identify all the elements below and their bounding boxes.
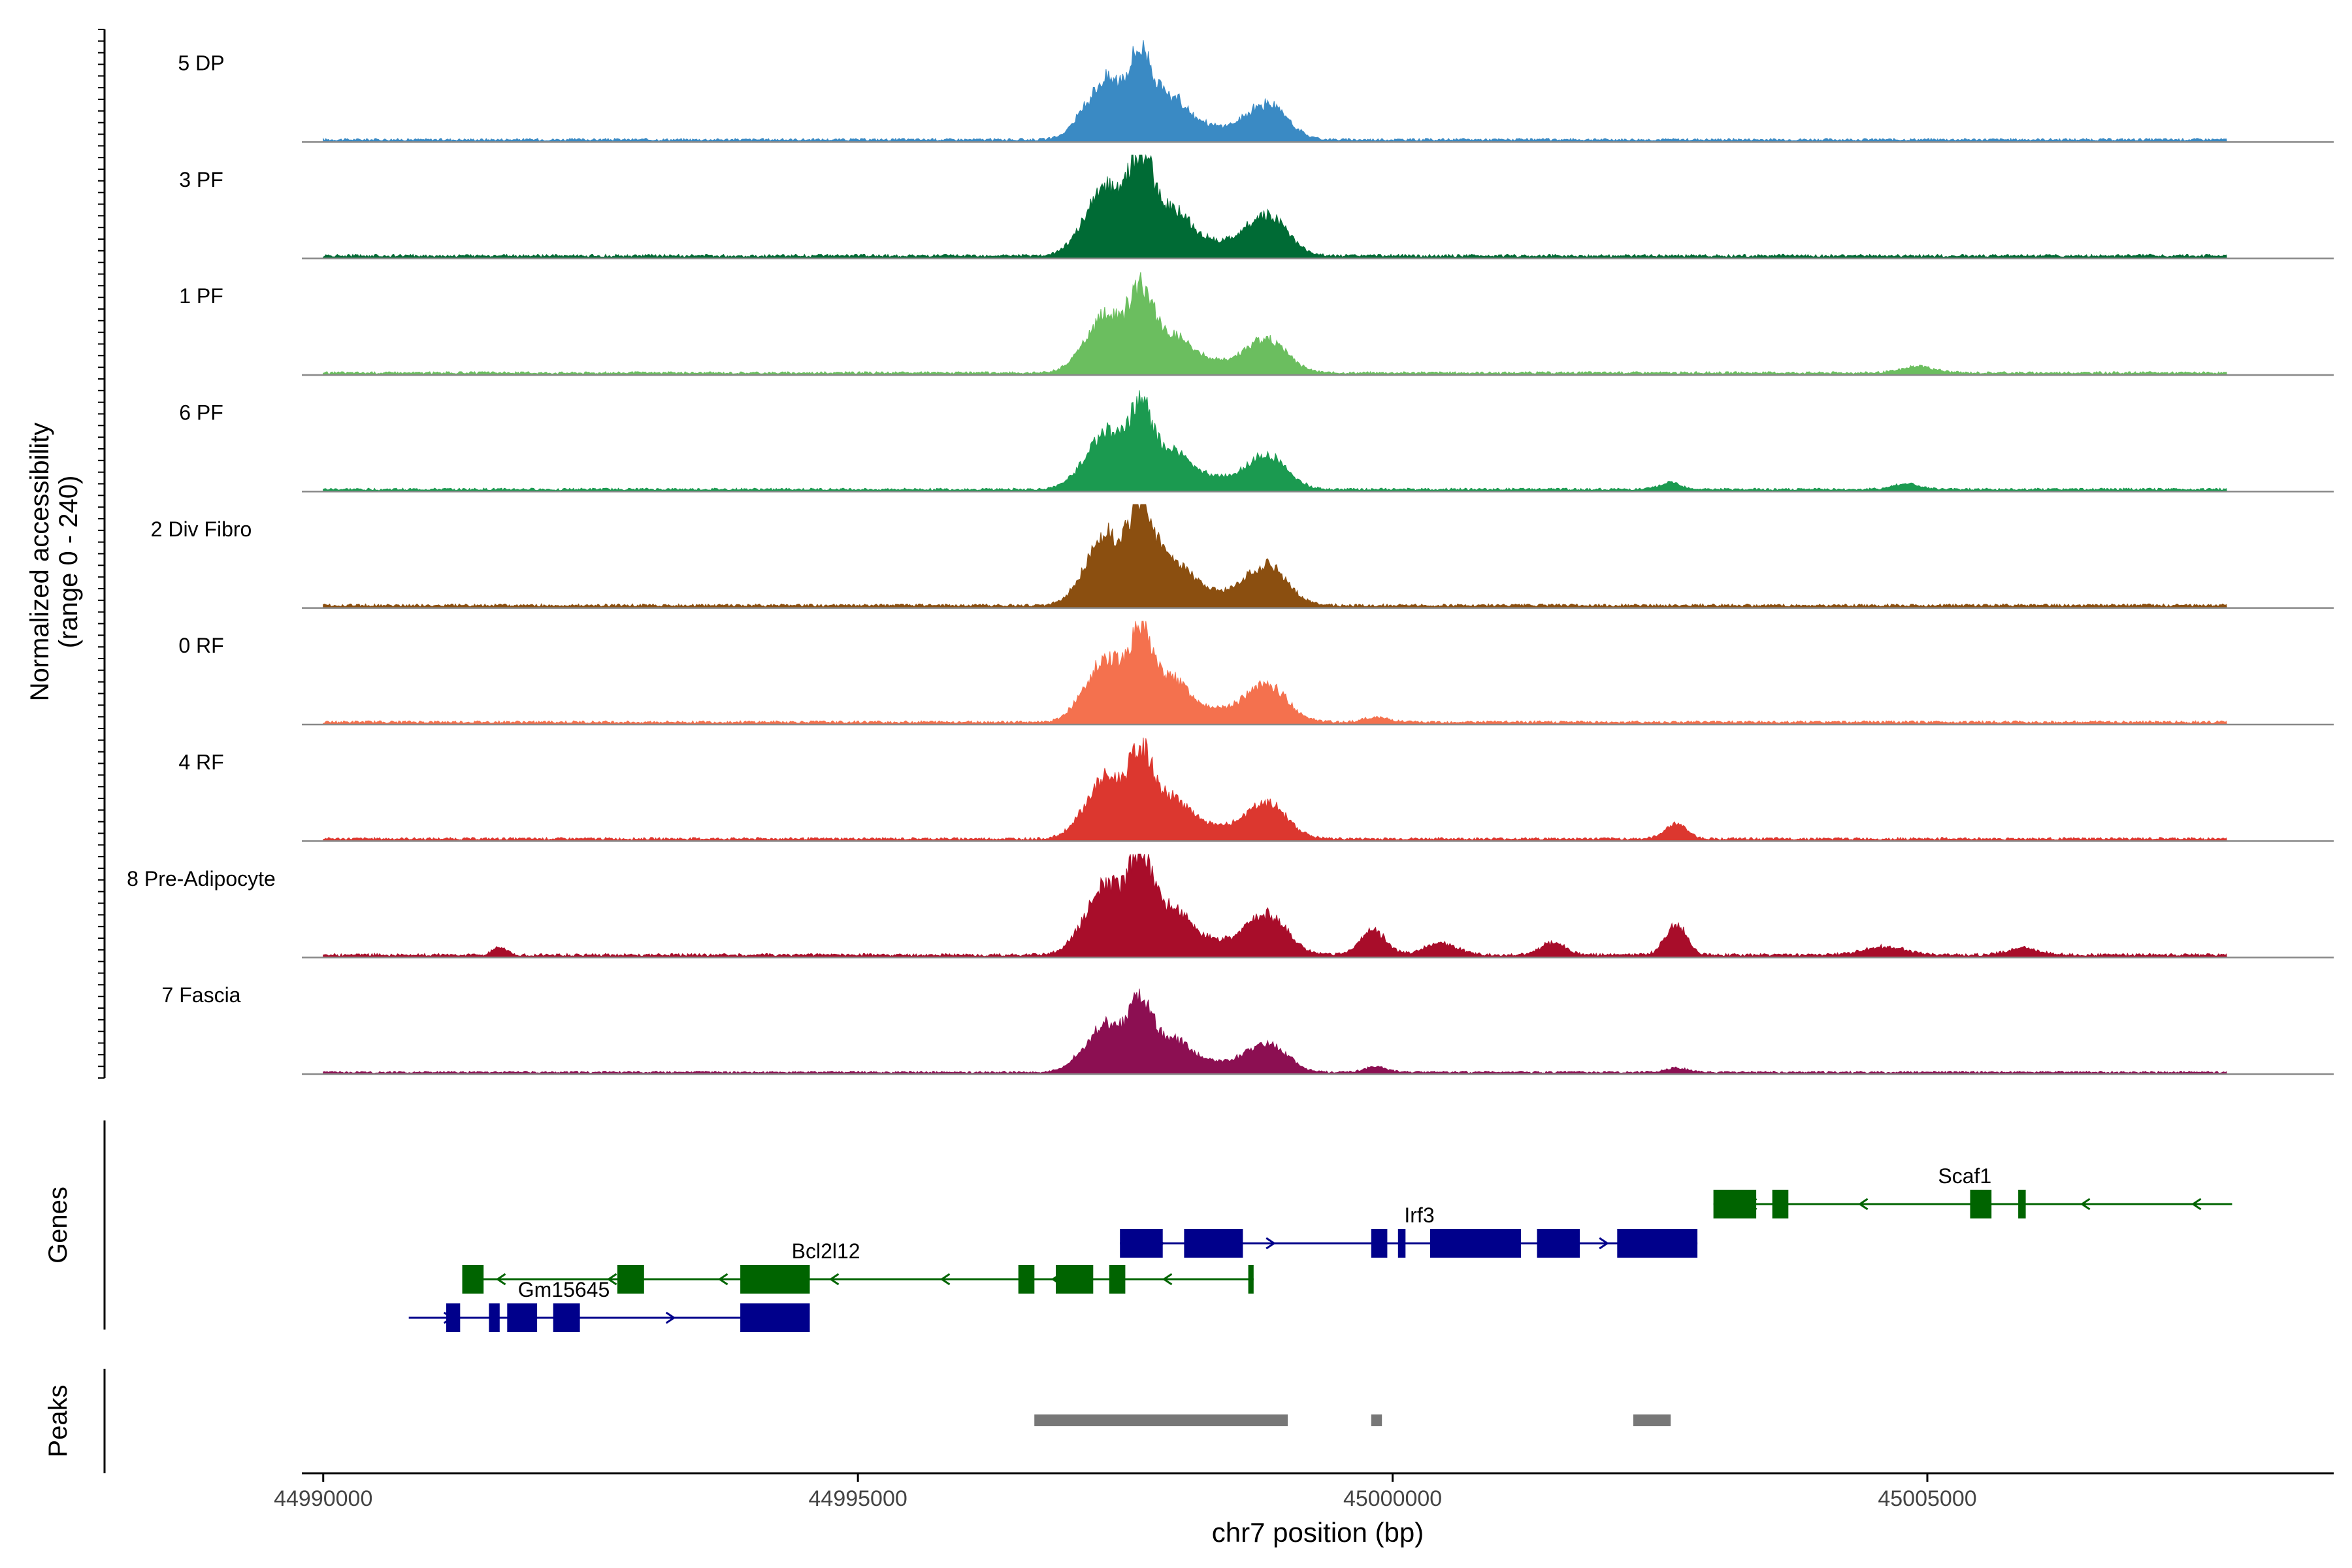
gene-scaf1: Scaf1: [1713, 1164, 2232, 1218]
coverage-area: [323, 154, 2227, 259]
track-label: 6 PF: [179, 400, 223, 424]
track-2-div-fibro: 2 Div Fibro: [151, 504, 2334, 609]
exon: [617, 1265, 644, 1294]
strand-chevron-icon: [1857, 1198, 1869, 1211]
strand-chevron-icon: [939, 1273, 951, 1286]
y-axis-label-line1: Normalized accessibility: [25, 423, 54, 702]
gene-label: Scaf1: [1938, 1164, 1991, 1188]
strand-chevron-icon: [1266, 1237, 1276, 1250]
track-4-rf: 4 RF: [178, 737, 2334, 842]
peak-region: [1371, 1414, 1382, 1426]
track-label: 4 RF: [178, 750, 223, 774]
track-label: 8 Pre-Adipocyte: [127, 867, 276, 890]
track-0-rf: 0 RF: [178, 621, 2334, 726]
exon: [2018, 1190, 2026, 1218]
track-3-pf: 3 PF: [179, 154, 2334, 259]
exon: [446, 1303, 461, 1332]
coverage-area: [323, 737, 2227, 841]
strand-chevron-icon: [2080, 1198, 2091, 1211]
exon: [1184, 1229, 1243, 1258]
gene-label: Irf3: [1404, 1203, 1434, 1227]
coverage-area: [323, 40, 2227, 142]
coverage-area: [323, 621, 2227, 725]
coverage-area: [323, 390, 2227, 492]
x-axis: 44990000 44995000 45000000 45005000: [274, 1472, 2334, 1511]
exon: [1120, 1229, 1163, 1258]
genes-track-label: Genes: [44, 1186, 73, 1264]
x-tick-label: 44990000: [274, 1486, 372, 1511]
track-label: 7 Fascia: [162, 983, 241, 1007]
track-6-pf: 6 PF: [179, 390, 2334, 493]
gene-label: Bcl2l12: [792, 1239, 860, 1263]
coverage-tracks: 5 DP 3 PF 1 PF 6 PF 2 Div Fibro 0 RF 4 RF 8 Pre…: [127, 40, 2334, 1075]
exon: [1371, 1229, 1388, 1258]
track-label: 1 PF: [179, 284, 223, 308]
gene-irf3: Irf3: [1120, 1203, 1698, 1258]
track-8-pre-adipocyte: 8 Pre-Adipocyte: [127, 853, 2334, 958]
gene-annotation-track: Bcl2l12 Gm15645 Irf3 Scaf1: [408, 1164, 2232, 1332]
exon: [740, 1303, 810, 1332]
exon: [1248, 1265, 1254, 1294]
x-axis-label: chr7 position (bp): [1212, 1517, 1424, 1548]
track-label: 0 RF: [178, 634, 223, 657]
exon: [740, 1265, 810, 1294]
strand-chevron-icon: [717, 1273, 728, 1286]
gene-label: Gm15645: [518, 1278, 610, 1301]
track-label: 5 DP: [178, 51, 224, 74]
exon: [462, 1265, 484, 1294]
track-5-dp: 5 DP: [178, 40, 2334, 143]
gene-bcl2l12: Bcl2l12: [462, 1239, 1254, 1294]
exon: [1970, 1190, 1992, 1218]
exon: [1056, 1265, 1094, 1294]
track-7-fascia: 7 Fascia: [162, 983, 2334, 1075]
peak-region: [1034, 1414, 1288, 1426]
track-label: 3 PF: [179, 168, 223, 191]
coverage-area: [323, 504, 2227, 609]
strand-chevron-icon: [2191, 1198, 2202, 1211]
peaks-track-label: Peaks: [44, 1384, 73, 1457]
x-tick-label: 45005000: [1878, 1486, 1976, 1511]
gene-gm15645: Gm15645: [408, 1278, 810, 1332]
exon: [1617, 1229, 1698, 1258]
x-tick-label: 45000000: [1343, 1486, 1442, 1511]
coverage-area: [323, 988, 2227, 1075]
exon: [1713, 1190, 1757, 1218]
strand-chevron-icon: [495, 1273, 506, 1286]
strand-chevron-icon: [1162, 1273, 1173, 1286]
strand-chevron-icon: [665, 1311, 676, 1324]
x-tick-label: 44995000: [809, 1486, 907, 1511]
exon: [1429, 1229, 1521, 1258]
peaks-track: [1034, 1414, 1671, 1426]
exon: [507, 1303, 538, 1332]
peak-region: [1633, 1414, 1671, 1426]
coverage-area: [323, 853, 2227, 958]
exon: [1772, 1190, 1789, 1218]
strand-chevron-icon: [1599, 1237, 1609, 1250]
exon: [1109, 1265, 1126, 1294]
y-axis-label-line2: (range 0 - 240): [54, 476, 83, 649]
coverage-area: [323, 272, 2227, 376]
strand-chevron-icon: [606, 1273, 617, 1286]
track-1-pf: 1 PF: [179, 272, 2334, 376]
y-axis-coverage: [98, 29, 106, 1079]
exon: [1397, 1229, 1406, 1258]
exon: [489, 1303, 500, 1332]
exon: [1537, 1229, 1580, 1258]
track-label: 2 Div Fibro: [151, 517, 252, 541]
exon: [553, 1303, 580, 1332]
strand-chevron-icon: [828, 1273, 840, 1286]
exon: [1018, 1265, 1035, 1294]
